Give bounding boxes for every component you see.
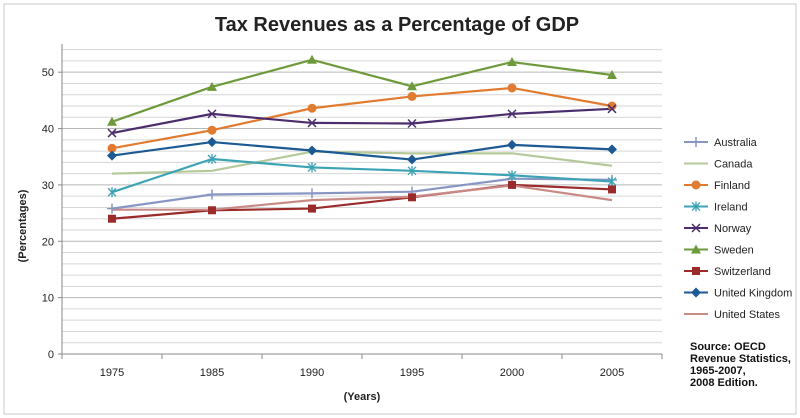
x-tick-label: 2000 [500,367,524,379]
y-tick-label: 40 [42,124,54,136]
source-line: 2008 Edition. [690,377,758,389]
data-point-australia [207,189,217,200]
data-point-australia [107,203,117,214]
y-tick-label: 30 [42,180,54,192]
data-point-united-kingdom [407,154,417,165]
data-point-australia [307,188,317,199]
x-tick-label: 2005 [600,367,624,379]
axes: 0 10 20 30 40 50 1975 1985 1990 1995 2000 2005 [42,44,663,379]
legend-marker-finland [691,180,701,190]
chart-outer-border [3,3,797,415]
data-point-sweden [107,116,117,126]
data-point-norway [607,104,617,114]
data-point-switzerland [608,185,616,194]
data-point-sweden [607,70,617,79]
data-point-united-kingdom [107,150,117,161]
data-point-norway [307,118,317,128]
legend-label-canada: Canada [714,159,753,171]
x-tick-label: 1995 [400,367,424,379]
data-point-finland [507,83,517,93]
legend-label-united-kingdom: United Kingdom [714,288,792,300]
data-point-ireland [407,165,417,176]
series-markers [107,54,617,223]
series-line-finland [111,86,613,150]
series-line-canada [111,150,613,175]
data-point-sweden [507,57,517,67]
legend-marker-norway [691,223,701,233]
legend-marker-switzerland [692,267,700,275]
y-tick-label: 50 [42,67,54,79]
source-line: Source: OECD [690,341,766,353]
legend-label-ireland: Ireland [714,202,748,214]
data-point-finland [307,103,317,113]
data-point-finland [207,125,217,135]
x-axis-label: (Years) [344,391,381,403]
legend-label-finland: Finland [714,180,750,192]
data-point-switzerland [108,214,116,223]
data-point-norway [207,109,217,119]
series-line-switzerland [111,183,613,220]
data-point-united-kingdom [507,139,517,150]
data-point-switzerland [208,206,216,215]
chart-title: Tax Revenues as a Percentage of GDP [215,14,579,36]
data-point-sweden [407,81,417,91]
legend-marker-ireland [691,201,701,212]
series-line-norway [111,107,613,135]
y-tick-label: 10 [42,293,54,305]
source-line: 1965-2007, [690,365,746,377]
x-tick-label: 1985 [200,367,224,379]
series-line-united-states [112,184,613,211]
data-point-norway [407,118,417,129]
legend-label-united-states: United States [714,309,781,321]
data-point-finland [607,101,617,111]
data-point-ireland [507,170,517,181]
series-line-australia [111,177,613,210]
y-tick-label: 0 [48,349,54,361]
series-line-ireland [111,157,613,194]
data-point-sweden [207,81,217,91]
data-point-norway [107,128,117,138]
data-point-ireland [107,187,117,198]
x-tick-label: 1975 [100,367,124,379]
series-line-united-kingdom [111,140,613,161]
legend-label-australia: Australia [714,137,758,149]
legend-marker-australia [691,137,701,147]
x-tick-label: 1990 [300,367,324,379]
legend-label-sweden: Sweden [714,245,754,257]
y-tick-label: 20 [42,236,54,248]
data-point-sweden [307,54,317,64]
data-point-switzerland [308,204,316,213]
series-line-sweden [111,58,613,123]
data-point-ireland [307,162,317,173]
data-point-united-kingdom [307,145,317,156]
legend-marker-sweden [691,244,701,254]
data-point-norway [507,109,517,119]
data-point-finland [407,91,417,101]
legend-label-norway: Norway [714,223,752,235]
data-point-switzerland [508,180,516,189]
data-point-united-kingdom [207,137,217,148]
data-point-ireland [607,176,617,187]
legend-marker-united-kingdom [691,287,701,298]
legend: Australia Canada Finland Ireland Norway Swede… [684,137,792,321]
source-line: Revenue Statistics, [690,353,791,365]
legend-label-switzerland: Switzerland [714,266,771,278]
data-point-united-kingdom [607,144,617,155]
y-axis-label: (Percentages) [17,189,29,262]
grid-lines [62,49,662,355]
data-point-ireland [207,153,217,164]
data-point-switzerland [408,193,416,202]
series-lines [111,58,613,220]
